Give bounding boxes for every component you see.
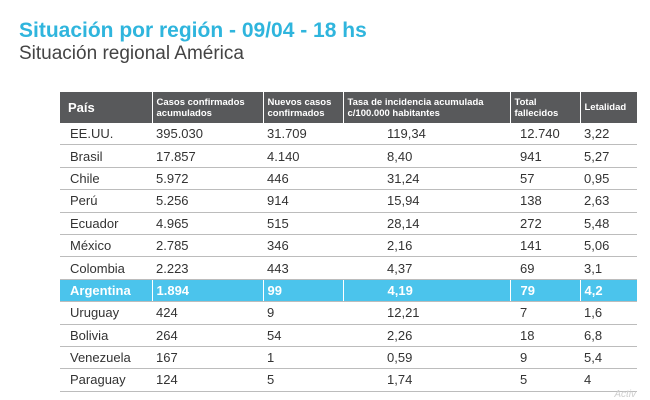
cell-nuevos-casos: 4.140 — [263, 144, 343, 168]
cell-nuevos-casos: 31.709 — [263, 123, 343, 146]
cell-nuevos-casos: 914 — [263, 189, 343, 213]
table-row: Perú 5.256 914 15,94 138 2,63 — [60, 189, 637, 213]
cell-total-fallecidos: 18 — [510, 324, 580, 347]
column-header-letalidad: Letalidad — [580, 92, 637, 123]
column-header-casos-confirmados: Casos confirmados acumulados — [152, 92, 264, 123]
cell-pais: México — [60, 234, 152, 258]
cell-letalidad: 2,63 — [580, 189, 637, 213]
cell-nuevos-casos: 446 — [263, 167, 343, 191]
cell-letalidad: 5,27 — [580, 144, 637, 168]
cell-pais: Brasil — [60, 144, 152, 168]
cell-pais: Ecuador — [60, 212, 152, 235]
table-header-row: País Casos confirmados acumulados Nuevos… — [60, 92, 637, 123]
cell-total-fallecidos: 272 — [510, 212, 580, 235]
cell-pais: Paraguay — [60, 368, 152, 392]
cell-casos-confirmados: 2.223 — [152, 256, 263, 280]
table-row: Argentina 1.894 99 4,19 79 4,2 — [60, 279, 637, 303]
table-row: Bolivia 264 54 2,26 18 6,8 — [60, 324, 637, 347]
page-title: Situación por región - 09/04 - 18 hs — [19, 19, 367, 42]
cell-pais: Chile — [60, 167, 152, 191]
cell-total-fallecidos: 69 — [510, 256, 580, 280]
cell-total-fallecidos: 12.740 — [510, 123, 580, 146]
cell-pais: Argentina — [60, 279, 153, 303]
cell-total-fallecidos: 5 — [510, 368, 580, 392]
cell-casos-confirmados: 17.857 — [152, 144, 263, 168]
cell-tasa-incidencia: 0,59 — [343, 346, 510, 370]
column-header-pais: País — [60, 92, 153, 123]
table-row: Paraguay 124 5 1,74 5 4 — [60, 368, 637, 392]
cell-pais: EE.UU. — [60, 123, 152, 146]
cell-letalidad: 0,95 — [580, 167, 637, 191]
cell-tasa-incidencia: 15,94 — [343, 189, 510, 213]
cell-total-fallecidos: 141 — [510, 234, 580, 258]
cell-nuevos-casos: 1 — [263, 346, 343, 370]
cell-nuevos-casos: 443 — [263, 256, 343, 280]
cell-pais: Perú — [60, 189, 152, 213]
cell-tasa-incidencia: 8,40 — [343, 144, 510, 168]
cell-casos-confirmados: 124 — [152, 368, 263, 392]
cell-tasa-incidencia: 119,34 — [343, 123, 510, 146]
cell-letalidad: 3,1 — [580, 256, 637, 280]
cell-casos-confirmados: 167 — [152, 346, 263, 370]
cell-nuevos-casos: 99 — [263, 279, 344, 303]
cell-total-fallecidos: 57 — [510, 167, 580, 191]
table-row: Venezuela 167 1 0,59 9 5,4 — [60, 346, 637, 370]
cell-casos-confirmados: 5.256 — [152, 189, 263, 213]
cell-total-fallecidos: 7 — [510, 301, 580, 325]
cell-casos-confirmados: 424 — [152, 301, 263, 325]
table-row: Ecuador 4.965 515 28,14 272 5,48 — [60, 212, 637, 235]
cell-letalidad: 4,2 — [580, 279, 637, 303]
cell-letalidad: 5,06 — [580, 234, 637, 258]
table-row: Uruguay 424 9 12,21 7 1,6 — [60, 301, 637, 325]
cell-total-fallecidos: 9 — [510, 346, 580, 370]
cell-nuevos-casos: 346 — [263, 234, 343, 258]
cell-letalidad: 4 — [580, 368, 637, 392]
cell-letalidad: 5,4 — [580, 346, 637, 370]
table-row: México 2.785 346 2,16 141 5,06 — [60, 234, 637, 258]
watermark: Activ — [614, 389, 636, 400]
column-header-tasa-incidencia: Tasa de incidencia acumulada c/100.000 h… — [343, 92, 511, 123]
cell-letalidad: 3,22 — [580, 123, 637, 146]
cell-casos-confirmados: 4.965 — [152, 212, 263, 235]
table-body: EE.UU. 395.030 31.709 119,34 12.740 3,22 Brasi… — [60, 123, 637, 392]
cell-casos-confirmados: 2.785 — [152, 234, 263, 258]
cell-nuevos-casos: 5 — [263, 368, 343, 392]
cell-nuevos-casos: 9 — [263, 301, 343, 325]
cell-tasa-incidencia: 28,14 — [343, 212, 510, 235]
cell-pais: Venezuela — [60, 346, 152, 370]
cell-casos-confirmados: 1.894 — [152, 279, 264, 303]
cell-total-fallecidos: 941 — [510, 144, 580, 168]
cell-casos-confirmados: 5.972 — [152, 167, 263, 191]
page-subtitle: Situación regional América — [19, 43, 244, 64]
cell-tasa-incidencia: 2,26 — [343, 324, 510, 347]
cell-nuevos-casos: 54 — [263, 324, 343, 347]
cell-letalidad: 6,8 — [580, 324, 637, 347]
cell-pais: Bolivia — [60, 324, 152, 347]
cell-letalidad: 1,6 — [580, 301, 637, 325]
cell-casos-confirmados: 395.030 — [152, 123, 263, 146]
table-row: EE.UU. 395.030 31.709 119,34 12.740 3,22 — [60, 123, 637, 146]
column-header-nuevos-casos: Nuevos casos confirmados — [263, 92, 344, 123]
cell-tasa-incidencia: 31,24 — [343, 167, 510, 191]
cell-total-fallecidos: 79 — [510, 279, 581, 303]
cell-pais: Colombia — [60, 256, 152, 280]
cell-nuevos-casos: 515 — [263, 212, 343, 235]
cell-tasa-incidencia: 2,16 — [343, 234, 510, 258]
cell-tasa-incidencia: 12,21 — [343, 301, 510, 325]
cell-tasa-incidencia: 4,37 — [343, 256, 510, 280]
table-row: Chile 5.972 446 31,24 57 0,95 — [60, 167, 637, 191]
cell-tasa-incidencia: 4,19 — [343, 279, 511, 303]
table-row: Colombia 2.223 443 4,37 69 3,1 — [60, 256, 637, 280]
cell-letalidad: 5,48 — [580, 212, 637, 235]
column-header-total-fallecidos: Total fallecidos — [510, 92, 581, 123]
cell-tasa-incidencia: 1,74 — [343, 368, 510, 392]
regional-situation-table: País Casos confirmados acumulados Nuevos… — [60, 92, 637, 392]
table-row: Brasil 17.857 4.140 8,40 941 5,27 — [60, 144, 637, 168]
cell-total-fallecidos: 138 — [510, 189, 580, 213]
cell-pais: Uruguay — [60, 301, 152, 325]
cell-casos-confirmados: 264 — [152, 324, 263, 347]
